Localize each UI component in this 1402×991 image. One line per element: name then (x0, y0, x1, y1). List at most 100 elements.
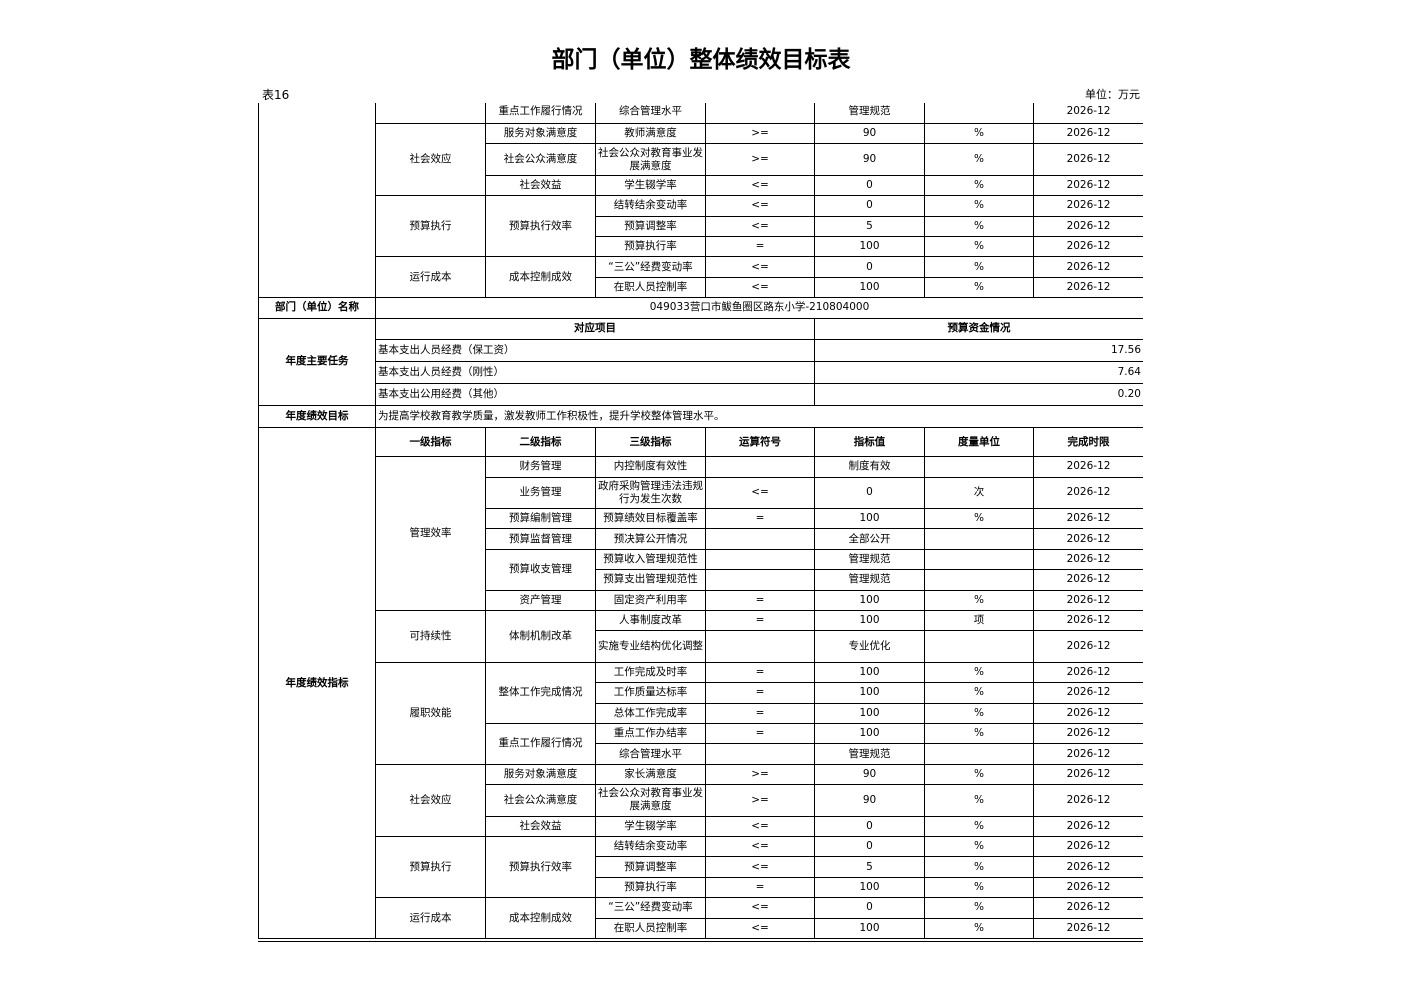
operator (705, 548, 815, 571)
table-number: 表16 (262, 88, 290, 102)
header: 一级指标 (375, 427, 486, 458)
operator: <= (705, 174, 815, 197)
operator: >= (705, 122, 815, 145)
deadline: 2026-12 (1033, 836, 1143, 858)
row: 预算编制管理 预算绩效目标覆盖率 = 100% 2026-12 (259, 508, 1143, 530)
unit: % (924, 256, 1034, 278)
unit: % (924, 195, 1034, 217)
deadline: 2026-12 (1033, 630, 1143, 663)
row: 社会效益 学生辍学率 <= 0% 2026-12 (259, 174, 1143, 197)
unit: 单位：万元 (1085, 88, 1140, 101)
unit: % (924, 174, 1034, 197)
level3: 综合管理水平 (595, 743, 706, 765)
deadline: 2026-12 (1033, 143, 1143, 176)
deadline: 2026-12 (1033, 195, 1143, 217)
target: 100 (814, 917, 925, 940)
level3: 预算绩效目标覆盖率 (595, 508, 706, 530)
deadline: 2026-12 (1033, 609, 1143, 632)
deadline: 2026-12 (1033, 815, 1143, 838)
deadline: 2026-12 (1033, 876, 1143, 899)
level3: 家长满意度 (595, 763, 706, 786)
deadline: 2026-12 (1033, 456, 1143, 478)
level3: 工作质量达标率 (595, 682, 706, 704)
target: 5 (814, 215, 925, 238)
unit: % (924, 723, 1034, 745)
level3: 社会公众对教育事业发展满意度 (595, 143, 706, 176)
row: 运行成本 成本控制成效 “三公”经费变动率 <= 0% 2026-12 (259, 897, 1143, 940)
row: 可持续性 体制机制改革 人事制度改革 = 100 项 2026-12 (259, 609, 1143, 663)
operator: <= (705, 856, 815, 878)
level2: 成本控制成效 (485, 897, 596, 940)
level2: 重点工作履行情况 (485, 103, 596, 124)
unit: % (924, 763, 1034, 786)
operator: = (705, 508, 815, 530)
deadline: 2026-12 (1033, 174, 1143, 197)
row: 基本支出人员经费（刚性） 7.64 (259, 360, 1143, 384)
unit: % (924, 815, 1034, 838)
level2: 服务对象满意度 (485, 763, 596, 786)
task-amount: 0.20 (814, 382, 1143, 406)
row: 在职人员控制率 <= 100% 2026-12 (259, 276, 1143, 299)
level3: 学生辍学率 (595, 174, 706, 197)
row: 部门（单位）名称 049033营口市鲅鱼圈区路东小学-210804000 (258, 297, 1143, 319)
header: 度量单位 (924, 427, 1034, 458)
deadline: 2026-12 (1033, 103, 1143, 124)
deadline: 2026-12 (1033, 917, 1143, 940)
label: 部门（单位）名称 (258, 297, 376, 319)
table-wrap: 重点工作履行情况 综合管理水平 管理规范 2026-12 社会效应 服务对象满意度 教师满意… (258, 103, 1143, 942)
unit (924, 528, 1034, 550)
operator: <= (705, 195, 815, 217)
row: 年度绩效目标 为提高学校教育教学质量，激发教师工作积极性，提升学校整体管理水平。 (258, 404, 1143, 429)
level3: 预算执行率 (595, 876, 706, 899)
task-amount: 7.64 (814, 360, 1143, 384)
level2: 预算执行效率 (485, 195, 596, 258)
target: 90 (814, 763, 925, 786)
row: 预算监督管理 预决算公开情况 全部公开 2026-12 (259, 528, 1143, 550)
row: 预算调整率 <= 5% 2026-12 (259, 215, 1143, 238)
deadline: 2026-12 (1033, 528, 1143, 550)
unit: % (924, 876, 1034, 899)
row: 社会公众满意度 社会公众对教育事业发展满意度 >= 90% 2026-12 (259, 784, 1143, 817)
level2: 社会公众满意度 (485, 143, 596, 176)
level1: 履职效能 (375, 661, 486, 765)
level1: 社会效应 (375, 122, 486, 197)
unit (924, 569, 1034, 591)
row: 年度绩效指标 一级指标 二级指标 三级指标 运算符号 指标值 度量单位 完成时限 (258, 427, 1143, 940)
header: 完成时限 (1033, 427, 1143, 458)
deadline: 2026-12 (1033, 702, 1143, 725)
unit: % (924, 784, 1034, 817)
level1: 预算执行 (375, 195, 486, 258)
level2: 社会效益 (485, 174, 596, 197)
operator (705, 569, 815, 591)
row: 社会效应 服务对象满意度 家长满意度 >= 90% 2026-12 (259, 763, 1143, 838)
level3: 固定资产利用率 (595, 589, 706, 611)
row: 综合管理水平 管理规范 2026-12 (259, 743, 1143, 765)
table: 重点工作履行情况 综合管理水平 管理规范 2026-12 社会效应 服务对象满意度 教师满意… (258, 103, 1143, 940)
target: 0 (814, 476, 925, 510)
target: 管理规范 (814, 569, 925, 591)
level2: 整体工作完成情况 (485, 661, 596, 725)
operator: = (705, 609, 815, 632)
unit (924, 103, 1034, 124)
unit: % (924, 143, 1034, 176)
unit: % (924, 215, 1034, 238)
level1: 管理效率 (375, 456, 486, 611)
header: 指标值 (814, 427, 925, 458)
level2: 社会公众满意度 (485, 784, 596, 817)
level3: 政府采购管理违法违规行为发生次数 (595, 476, 706, 510)
unit: % (924, 236, 1034, 258)
unit: % (924, 508, 1034, 530)
deadline: 2026-12 (1033, 589, 1143, 611)
operator: = (705, 236, 815, 258)
target: 100 (814, 276, 925, 299)
target: 90 (814, 143, 925, 176)
unit: % (924, 661, 1034, 684)
operator: = (705, 682, 815, 704)
unit (924, 630, 1034, 663)
level2: 预算监督管理 (485, 528, 596, 550)
title: 部门（单位）整体绩效目标表 (551, 47, 851, 73)
operator: = (705, 589, 815, 611)
operator (705, 630, 815, 663)
operator: <= (705, 215, 815, 238)
operator: >= (705, 784, 815, 817)
